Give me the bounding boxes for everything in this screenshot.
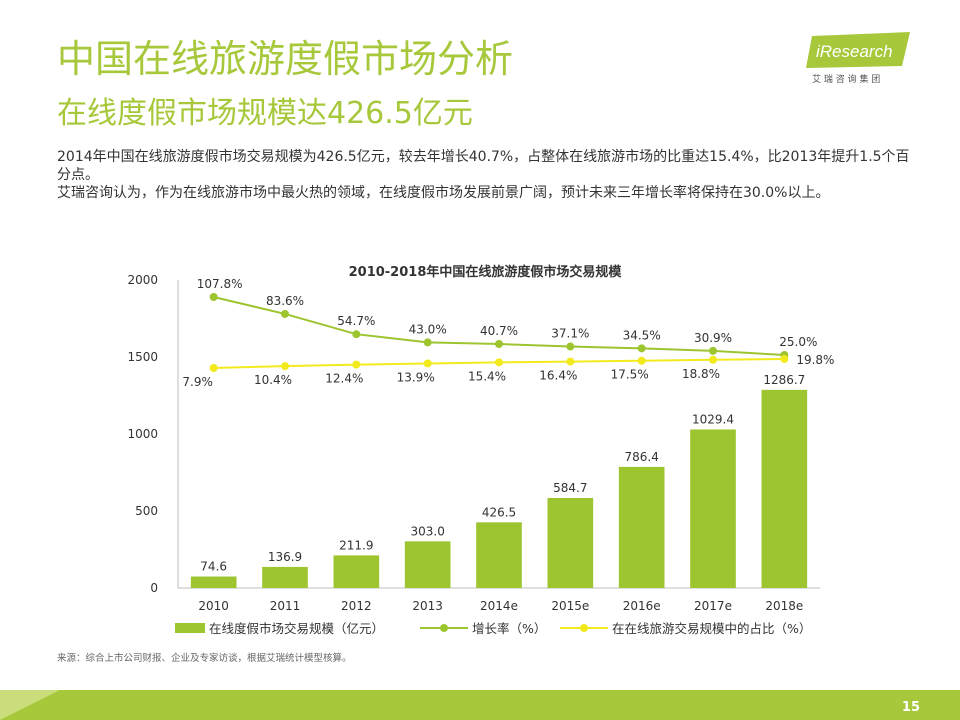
y-tick-label: 1500 <box>127 350 158 364</box>
y-tick-label: 1000 <box>127 427 158 441</box>
growth-rate-point <box>566 342 575 351</box>
growth-rate-label: 54.7% <box>337 314 375 328</box>
growth-rate-label: 83.6% <box>266 294 304 308</box>
logo-brand: iResearch <box>816 42 893 61</box>
iresearch-logo: iResearch 艾 瑞 咨 询 集 团 <box>806 32 910 85</box>
growth-rate-point <box>495 340 503 349</box>
share-point <box>423 359 432 368</box>
growth-rate-point <box>209 293 218 301</box>
share-point <box>352 360 361 369</box>
legend-item-share: 在在线旅游交易规模中的占比（%） <box>560 618 811 637</box>
bar-data-label: 584.7 <box>553 481 587 495</box>
x-tick-label: 2014e <box>480 599 518 613</box>
bar-data-label: 1029.4 <box>692 412 734 426</box>
growth-rate-label: 30.9% <box>694 331 732 345</box>
bar-series: 74.6 136.9 211.9 303.0 426.5 584.7 786.4 1029.4… <box>190 373 808 588</box>
share-label: 15.4% <box>468 369 506 383</box>
share-label: 16.4% <box>539 369 577 383</box>
body-paragraph-2: 艾瑞咨询认为，作为在线旅游市场中最火热的领域，在线度假市场发展前景广阔，预计未来… <box>57 185 830 201</box>
share-label: 10.4% <box>254 373 292 387</box>
bar <box>190 576 237 588</box>
bar <box>476 522 522 588</box>
bar-data-label: 1286.7 <box>763 373 805 387</box>
bar <box>690 429 736 588</box>
bar <box>333 555 380 588</box>
chart-title: 2010-2018年中国在线旅游度假市场交易规模 <box>349 264 623 280</box>
x-tick-label: 2010 <box>198 599 229 613</box>
body-text: 2014年中国在线旅游度假市场交易规模为426.5亿元，较去年增长40.7%，占… <box>57 148 917 202</box>
share-label: 19.8% <box>796 353 834 367</box>
bar-data-label: 74.6 <box>200 560 227 574</box>
share-point <box>209 364 218 372</box>
growth-rate-label: 43.0% <box>409 322 447 336</box>
page-subtitle: 在线度假市场规模达426.5亿元 <box>57 96 473 131</box>
growth-rate-label: 25.0% <box>779 335 817 349</box>
share-point <box>780 355 789 363</box>
growth-rate-label: 34.5% <box>623 328 661 342</box>
growth-rate-label: 37.1% <box>551 327 589 341</box>
bar-data-label: 303.0 <box>410 524 444 538</box>
x-tick-label: 2013 <box>412 599 443 613</box>
page-title: 中国在线旅游度假市场分析 <box>57 37 514 81</box>
bar <box>761 389 808 588</box>
body-paragraph-1: 2014年中国在线旅游度假市场交易规模为426.5亿元，较去年增长40.7%，占… <box>57 149 910 183</box>
x-tick-label: 2012 <box>341 599 372 613</box>
legend-swatch-growth <box>420 623 468 632</box>
y-tick-label: 0 <box>150 581 158 595</box>
legend-swatch-bars <box>175 622 205 633</box>
bar-data-label: 211.9 <box>339 538 373 552</box>
source-note: 来源：综合上市公司财报、企业及专家访谈，根据艾瑞统计模型核算。 <box>57 653 352 664</box>
legend-label-share: 在在线旅游交易规模中的占比（%） <box>612 621 812 636</box>
share-label: 7.9% <box>182 375 213 389</box>
page-number: 15 <box>901 700 920 715</box>
bar <box>404 541 451 588</box>
x-tick-label: 2017e <box>694 599 732 613</box>
growth-rate-label: 40.7% <box>480 324 518 338</box>
bar-data-label: 136.9 <box>268 550 302 564</box>
bar-data-label: 786.4 <box>624 450 658 464</box>
share-label: 18.8% <box>682 367 720 381</box>
chart-legend: 在线度假市场交易规模（亿元） 增长率（%） 在在线旅游交易规模中的占比（%） <box>175 618 815 638</box>
growth-rate-point <box>352 330 361 339</box>
legend-item-bars: 在线度假市场交易规模（亿元） <box>175 618 384 637</box>
share-point <box>566 357 575 366</box>
x-tick-label: 2015e <box>551 599 589 613</box>
share-label: 17.5% <box>611 368 649 382</box>
y-tick-label: 2000 <box>127 273 158 287</box>
legend-label-bars: 在线度假市场交易规模（亿元） <box>209 621 385 636</box>
y-tick-label: 500 <box>135 504 158 518</box>
legend-item-growth: 增长率（%） <box>420 618 546 637</box>
x-tick-label: 2011 <box>270 599 301 613</box>
bar <box>547 497 594 588</box>
chart: 2010-2018年中国在线旅游度假市场交易规模 0 500 1000 1500 200… <box>127 264 834 613</box>
x-tick-label: 2018e <box>765 599 803 613</box>
footer-band <box>0 690 960 720</box>
bar <box>618 466 665 588</box>
legend-swatch-share <box>560 623 608 632</box>
growth-rate-point <box>423 338 432 347</box>
bar-data-label: 426.5 <box>482 505 516 519</box>
growth-rate-point <box>281 309 289 318</box>
share-point <box>637 356 646 365</box>
line-series: 107.8% 83.6% 54.7% 43.0% 40.7% 37.1% 34.5% 30.9… <box>182 277 834 389</box>
x-tick-label: 2016e <box>623 599 661 613</box>
x-axis: 2010 2011 2012 2013 2014e 2015e 2016e 2017e 2018… <box>178 587 820 613</box>
legend-label-growth: 增长率（%） <box>472 621 547 636</box>
logo-tagline: 艾 瑞 咨 询 集 团 <box>812 73 880 85</box>
growth-rate-label: 107.8% <box>197 277 243 291</box>
growth-rate-point <box>637 344 646 353</box>
share-point <box>281 362 289 371</box>
share-label: 12.4% <box>325 372 363 386</box>
share-label: 13.9% <box>397 370 435 384</box>
growth-rate-point <box>709 346 717 355</box>
y-axis: 0 500 1000 1500 2000 <box>127 273 179 595</box>
share-point <box>495 358 503 367</box>
bar <box>262 566 308 588</box>
share-point <box>709 355 717 364</box>
